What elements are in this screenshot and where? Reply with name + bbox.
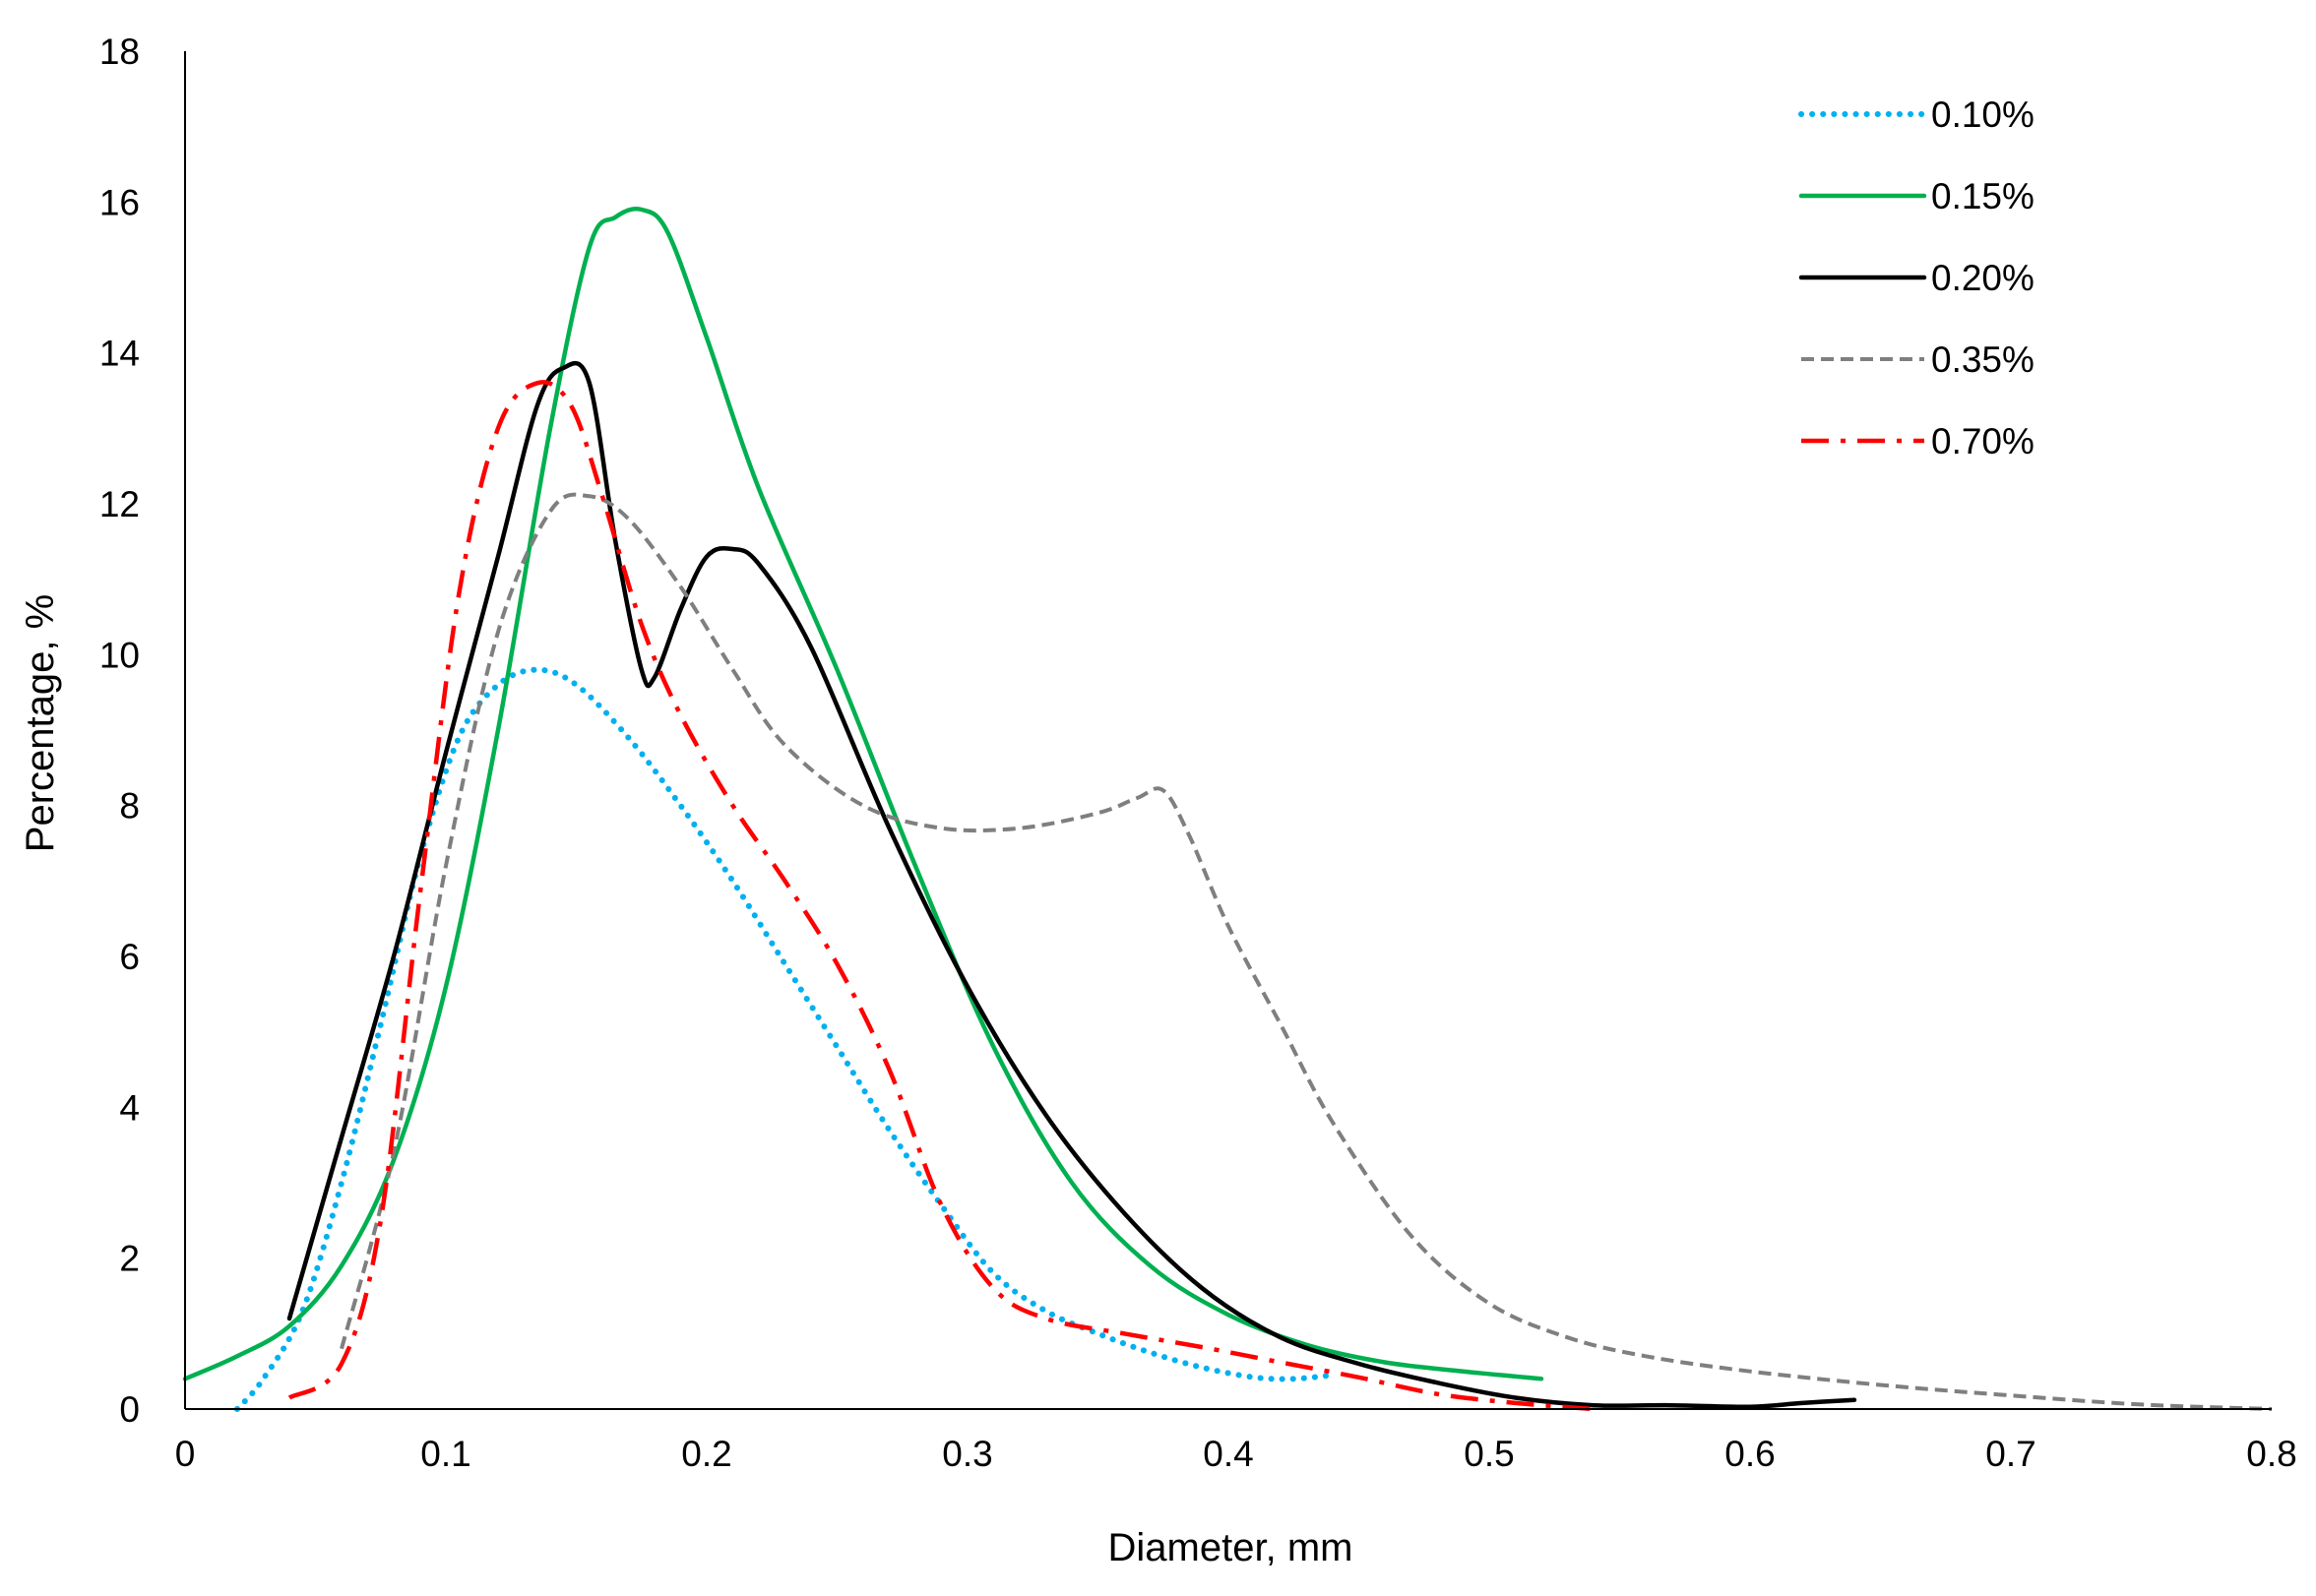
series-line-0-15pct — [182, 206, 1544, 1381]
y-tick-label: 12 — [99, 484, 140, 524]
y-tick-label: 0 — [119, 1389, 140, 1430]
x-tick-labels: 0 0.1 0.2 0.3 0.4 0.5 0.6 0.7 0.8 — [175, 1434, 2297, 1474]
y-tick-label: 4 — [119, 1087, 140, 1128]
y-tick-label: 18 — [99, 31, 140, 72]
legend-label-0-20pct: 0.20% — [1931, 258, 2034, 298]
y-axis-title: Percentage, % — [19, 594, 62, 852]
x-tick-label: 0.1 — [420, 1434, 470, 1474]
y-tick-labels: 0 2 4 6 8 10 12 14 16 18 — [99, 31, 140, 1430]
y-tick-label: 10 — [99, 635, 140, 675]
x-axis-title: Diameter, mm — [1108, 1526, 1353, 1569]
x-tick-label: 0.8 — [2246, 1434, 2296, 1474]
x-tick-label: 0.5 — [1464, 1434, 1514, 1474]
x-tick-label: 0.3 — [942, 1434, 992, 1474]
series-line-0-70pct — [287, 380, 1595, 1412]
y-tick-label: 16 — [99, 182, 140, 222]
series-line-0-35pct — [340, 492, 2273, 1411]
legend-label-0-70pct: 0.70% — [1931, 421, 2034, 461]
x-tick-label: 0.7 — [1985, 1434, 2035, 1474]
legend-label-0-10pct: 0.10% — [1931, 94, 2034, 135]
x-tick-label: 0.2 — [681, 1434, 731, 1474]
legend: 0.10% 0.15% 0.20% 0.35% 0.70% — [1798, 94, 2034, 461]
y-tick-label: 2 — [119, 1239, 140, 1279]
y-tick-label: 8 — [119, 786, 140, 827]
axes — [184, 51, 2272, 1410]
x-tick-label: 0 — [175, 1434, 196, 1474]
plot-area — [182, 206, 2273, 1412]
series-line-0-10pct — [234, 666, 1336, 1412]
x-tick-label: 0.6 — [1724, 1434, 1775, 1474]
legend-label-0-35pct: 0.35% — [1931, 339, 2034, 380]
y-tick-label: 6 — [119, 937, 140, 977]
series-line-0-20pct — [286, 360, 1857, 1410]
y-tick-label: 14 — [99, 334, 140, 374]
x-tick-label: 0.4 — [1203, 1434, 1253, 1474]
legend-label-0-15pct: 0.15% — [1931, 176, 2034, 216]
